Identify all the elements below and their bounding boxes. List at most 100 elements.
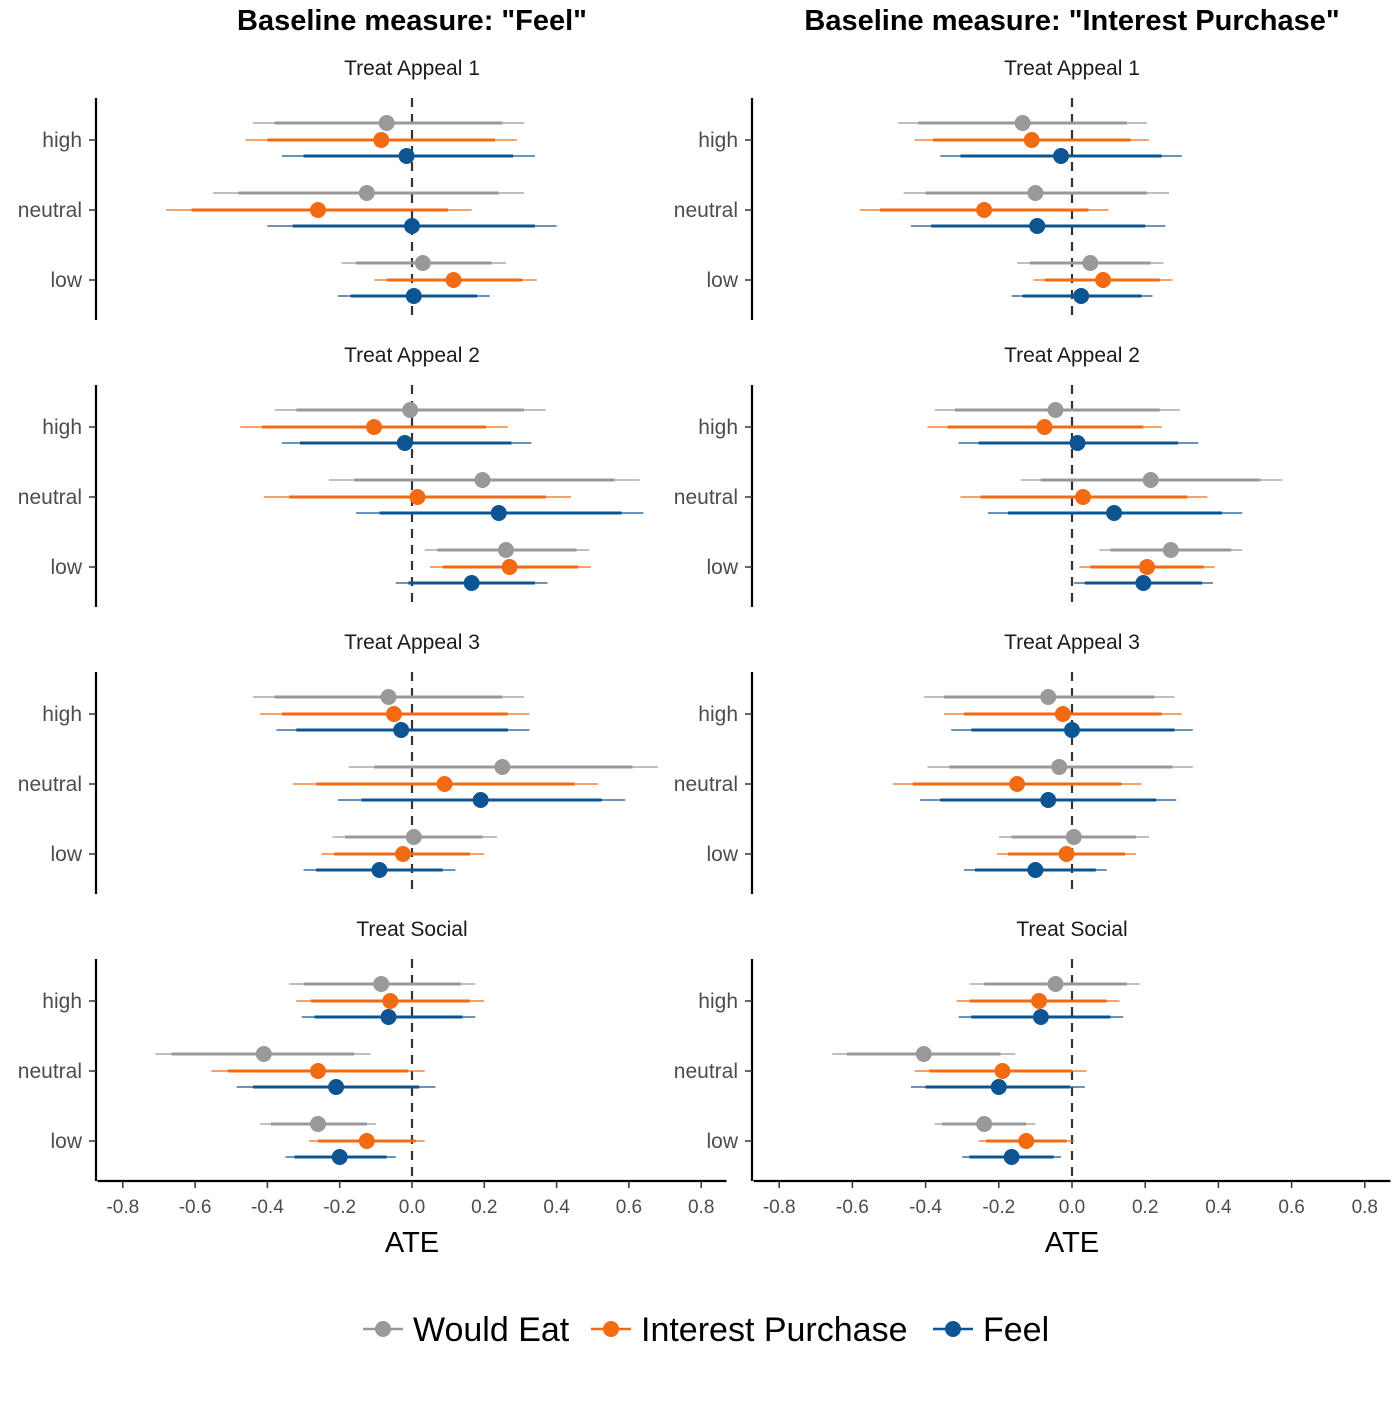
legend: Would Eat Interest Purchase Feel bbox=[363, 1311, 1049, 1349]
point-estimate-interest-purchase bbox=[409, 489, 426, 505]
column-title: Baseline measure: "Interest Purchase" bbox=[804, 5, 1339, 37]
facet-strip-label: Treat Social bbox=[356, 918, 467, 941]
y-category-label: low bbox=[50, 1130, 82, 1153]
y-category-label: high bbox=[698, 990, 738, 1013]
point-estimate-would-eat bbox=[1082, 255, 1099, 271]
x-tick-label: -0.8 bbox=[106, 1197, 139, 1218]
x-tick-label: 0.0 bbox=[399, 1197, 425, 1218]
point-estimate-would-eat bbox=[255, 1046, 272, 1062]
point-estimate-would-eat bbox=[1047, 402, 1064, 418]
x-tick-label: 0.2 bbox=[471, 1197, 497, 1218]
point-estimate-would-eat bbox=[976, 1116, 993, 1132]
column-title: Baseline measure: "Feel" bbox=[237, 5, 587, 37]
x-tick-label: -0.8 bbox=[763, 1197, 796, 1218]
point-estimate-would-eat bbox=[494, 759, 511, 775]
x-tick-label: -0.4 bbox=[251, 1197, 284, 1218]
facet-strip-label: Treat Appeal 1 bbox=[344, 57, 480, 80]
facet-panel: Treat Appeal 2 high neutral low bbox=[674, 344, 1283, 607]
point-estimate-would-eat bbox=[378, 115, 395, 131]
point-estimate-would-eat bbox=[414, 255, 431, 271]
y-category-label: low bbox=[50, 556, 82, 579]
y-category-label: neutral bbox=[18, 486, 82, 509]
y-category-label: high bbox=[698, 416, 738, 439]
x-tick-label: -0.2 bbox=[323, 1197, 356, 1218]
point-estimate-would-eat bbox=[1065, 829, 1082, 845]
point-estimate-interest-purchase bbox=[1058, 846, 1075, 862]
point-estimate-feel bbox=[990, 1079, 1007, 1095]
point-estimate-interest-purchase bbox=[1054, 706, 1071, 722]
x-tick-label: 0.2 bbox=[1132, 1197, 1158, 1218]
x-tick-label: 0.8 bbox=[1352, 1197, 1378, 1218]
point-estimate-feel bbox=[398, 148, 415, 164]
legend-label-would-eat: Would Eat bbox=[413, 1311, 570, 1349]
point-estimate-interest-purchase bbox=[1139, 559, 1156, 575]
point-estimate-interest-purchase bbox=[976, 202, 993, 218]
point-estimate-interest-purchase bbox=[501, 559, 518, 575]
y-category-label: high bbox=[698, 129, 738, 152]
point-estimate-interest-purchase bbox=[1031, 993, 1048, 1009]
x-axis-title: ATE bbox=[385, 1227, 439, 1259]
point-estimate-would-eat bbox=[1047, 976, 1064, 992]
point-estimate-would-eat bbox=[1162, 542, 1179, 558]
y-category-label: neutral bbox=[674, 773, 738, 796]
y-category-label: low bbox=[706, 269, 738, 292]
point-estimate-interest-purchase bbox=[394, 846, 411, 862]
point-estimate-feel bbox=[1040, 792, 1057, 808]
point-estimate-would-eat bbox=[405, 829, 422, 845]
facet-strip-label: Treat Appeal 3 bbox=[344, 631, 480, 654]
point-estimate-interest-purchase bbox=[358, 1133, 375, 1149]
point-estimate-would-eat bbox=[1027, 185, 1044, 201]
point-estimate-would-eat bbox=[310, 1116, 327, 1132]
x-tick-label: -0.6 bbox=[179, 1197, 212, 1218]
facet-panel: Treat Appeal 3 high neutral low bbox=[18, 631, 658, 894]
point-estimate-interest-purchase bbox=[310, 1063, 327, 1079]
legend-key-point-would-eat bbox=[375, 1321, 391, 1337]
facet-panel: Treat Appeal 3 high neutral low bbox=[674, 631, 1193, 894]
x-tick-label: -0.4 bbox=[909, 1197, 942, 1218]
point-estimate-feel bbox=[328, 1079, 345, 1095]
y-category-label: neutral bbox=[674, 199, 738, 222]
y-category-label: low bbox=[706, 556, 738, 579]
y-category-label: high bbox=[42, 416, 82, 439]
x-axis: -0.8 -0.6 -0.4 -0.2 0.0 0.2 0.4 0.6 0.8 ATE bbox=[97, 1179, 727, 1259]
y-category-label: neutral bbox=[674, 486, 738, 509]
y-category-label: high bbox=[42, 990, 82, 1013]
point-estimate-would-eat bbox=[358, 185, 375, 201]
facet-panel: Treat Social high neutral low bbox=[18, 918, 485, 1181]
point-estimate-feel bbox=[1029, 218, 1046, 234]
point-estimate-would-eat bbox=[915, 1046, 932, 1062]
y-category-label: neutral bbox=[18, 199, 82, 222]
y-category-label: high bbox=[698, 703, 738, 726]
legend-key-point-interest-purchase bbox=[603, 1321, 619, 1337]
point-estimate-would-eat bbox=[474, 472, 491, 488]
column-1: Baseline measure: "Feel" Treat Appeal 1 hi… bbox=[18, 5, 727, 1259]
point-estimate-feel bbox=[1053, 148, 1070, 164]
x-tick-label: 0.4 bbox=[543, 1197, 570, 1218]
point-estimate-feel bbox=[1069, 435, 1086, 451]
facet-strip-label: Treat Appeal 3 bbox=[1004, 631, 1140, 654]
point-estimate-interest-purchase bbox=[1095, 272, 1112, 288]
y-category-label: low bbox=[50, 269, 82, 292]
x-tick-label: 0.6 bbox=[1278, 1197, 1304, 1218]
point-estimate-would-eat bbox=[402, 402, 419, 418]
x-axis-title: ATE bbox=[1045, 1227, 1099, 1259]
point-estimate-interest-purchase bbox=[1018, 1133, 1035, 1149]
facet-strip-label: Treat Appeal 2 bbox=[344, 344, 480, 367]
x-tick-label: -0.6 bbox=[836, 1197, 869, 1218]
point-estimate-feel bbox=[1135, 575, 1152, 591]
point-estimate-feel bbox=[404, 218, 420, 234]
point-estimate-interest-purchase bbox=[385, 706, 402, 722]
x-tick-label: 0.6 bbox=[616, 1197, 642, 1218]
point-estimate-feel bbox=[1073, 288, 1090, 304]
facet-panel: Treat Social high neutral low bbox=[674, 918, 1140, 1181]
y-category-label: high bbox=[42, 703, 82, 726]
x-tick-label: -0.2 bbox=[982, 1197, 1015, 1218]
y-category-label: neutral bbox=[18, 1060, 82, 1083]
y-category-label: neutral bbox=[674, 1060, 738, 1083]
point-estimate-interest-purchase bbox=[1009, 776, 1026, 792]
point-estimate-feel bbox=[380, 1009, 397, 1025]
point-estimate-feel bbox=[1003, 1149, 1020, 1165]
facet-strip-label: Treat Appeal 2 bbox=[1004, 344, 1140, 367]
point-estimate-would-eat bbox=[380, 689, 397, 705]
point-estimate-feel bbox=[472, 792, 489, 808]
